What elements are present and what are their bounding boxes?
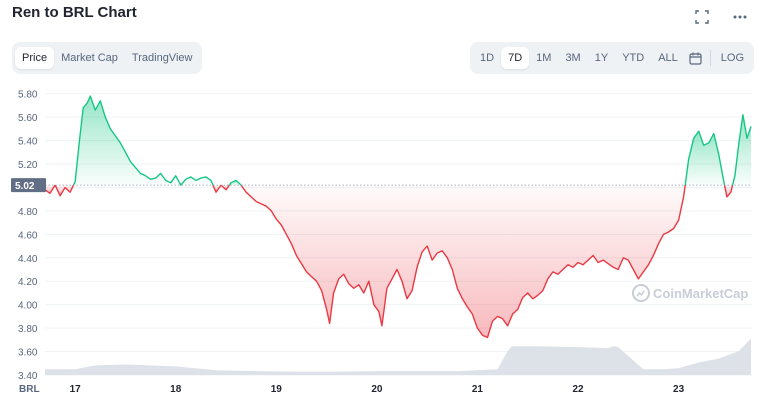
currency-label: BRL bbox=[19, 384, 40, 395]
reference-badge bbox=[11, 178, 46, 193]
x-tick-label: 19 bbox=[271, 384, 283, 395]
x-tick-label: 23 bbox=[673, 384, 685, 395]
tab-ytd[interactable]: YTD bbox=[622, 52, 645, 64]
price-area-down bbox=[241, 185, 686, 338]
x-tick-label: 21 bbox=[472, 384, 484, 395]
price-area-up bbox=[685, 131, 725, 186]
y-tick-label: 4.20 bbox=[18, 277, 38, 288]
tab-market-cap[interactable]: Market Cap bbox=[61, 52, 118, 64]
more-icon[interactable] bbox=[730, 8, 750, 26]
y-tick-label: 4.80 bbox=[18, 207, 38, 218]
price-line-up bbox=[228, 179, 242, 186]
price-line-down bbox=[220, 184, 230, 191]
price-area-up bbox=[732, 114, 751, 186]
y-tick-label: 3.40 bbox=[18, 371, 38, 382]
price-line-up bbox=[731, 114, 752, 186]
x-tick-label: 20 bbox=[371, 384, 383, 395]
tab-1y[interactable]: 1Y bbox=[594, 52, 609, 64]
x-tick-label: 17 bbox=[70, 384, 82, 395]
x-tick-label: 22 bbox=[572, 384, 584, 395]
price-area-up bbox=[229, 180, 242, 186]
y-tick-label: 3.80 bbox=[18, 324, 38, 335]
tab-tradingview[interactable]: TradingView bbox=[131, 52, 193, 64]
price-area-down bbox=[55, 185, 74, 196]
watermark-text: CoinMarketCap bbox=[653, 286, 748, 301]
tab-3m[interactable]: 3M bbox=[565, 52, 581, 64]
y-tick-label: 5.80 bbox=[18, 90, 38, 101]
chart-type-tabs: Price Market Cap TradingView bbox=[12, 42, 203, 74]
y-tick-label: 5.40 bbox=[18, 137, 38, 148]
reference-label: 5.02 bbox=[15, 181, 35, 192]
tab-price[interactable]: Price bbox=[15, 47, 55, 69]
x-tick-label: 18 bbox=[170, 384, 182, 395]
fullscreen-icon[interactable] bbox=[692, 8, 712, 26]
y-tick-label: 4.40 bbox=[18, 254, 38, 265]
tab-7d[interactable]: 7D bbox=[501, 47, 530, 69]
y-tick-label: 5.60 bbox=[18, 113, 38, 124]
y-tick-label: 4.00 bbox=[18, 301, 38, 312]
price-line-down bbox=[212, 184, 222, 193]
price-line-down bbox=[240, 184, 686, 339]
volume-area bbox=[45, 338, 751, 375]
y-tick-label: 4.60 bbox=[18, 230, 38, 241]
price-line-down bbox=[723, 184, 734, 198]
tab-all[interactable]: ALL bbox=[658, 52, 678, 64]
price-area-up bbox=[73, 96, 213, 186]
calendar-icon[interactable] bbox=[685, 47, 707, 69]
separator bbox=[709, 50, 711, 66]
page-title: Ren to BRL Chart bbox=[12, 4, 137, 21]
price-line-down bbox=[44, 184, 56, 194]
tab-1d[interactable]: 1D bbox=[480, 52, 495, 64]
price-line-up bbox=[684, 130, 726, 186]
log-toggle[interactable]: LOG bbox=[720, 52, 744, 64]
tab-1m[interactable]: 1M bbox=[536, 52, 552, 64]
price-line-down bbox=[54, 184, 75, 197]
watermark: CoinMarketCap bbox=[632, 284, 748, 302]
y-tick-label: 5.20 bbox=[18, 160, 38, 171]
price-line-up bbox=[72, 95, 214, 186]
y-tick-label: 3.60 bbox=[18, 348, 38, 359]
range-tabs: 1D 7D 1M 3M 1Y YTD ALL LOG bbox=[470, 42, 754, 74]
